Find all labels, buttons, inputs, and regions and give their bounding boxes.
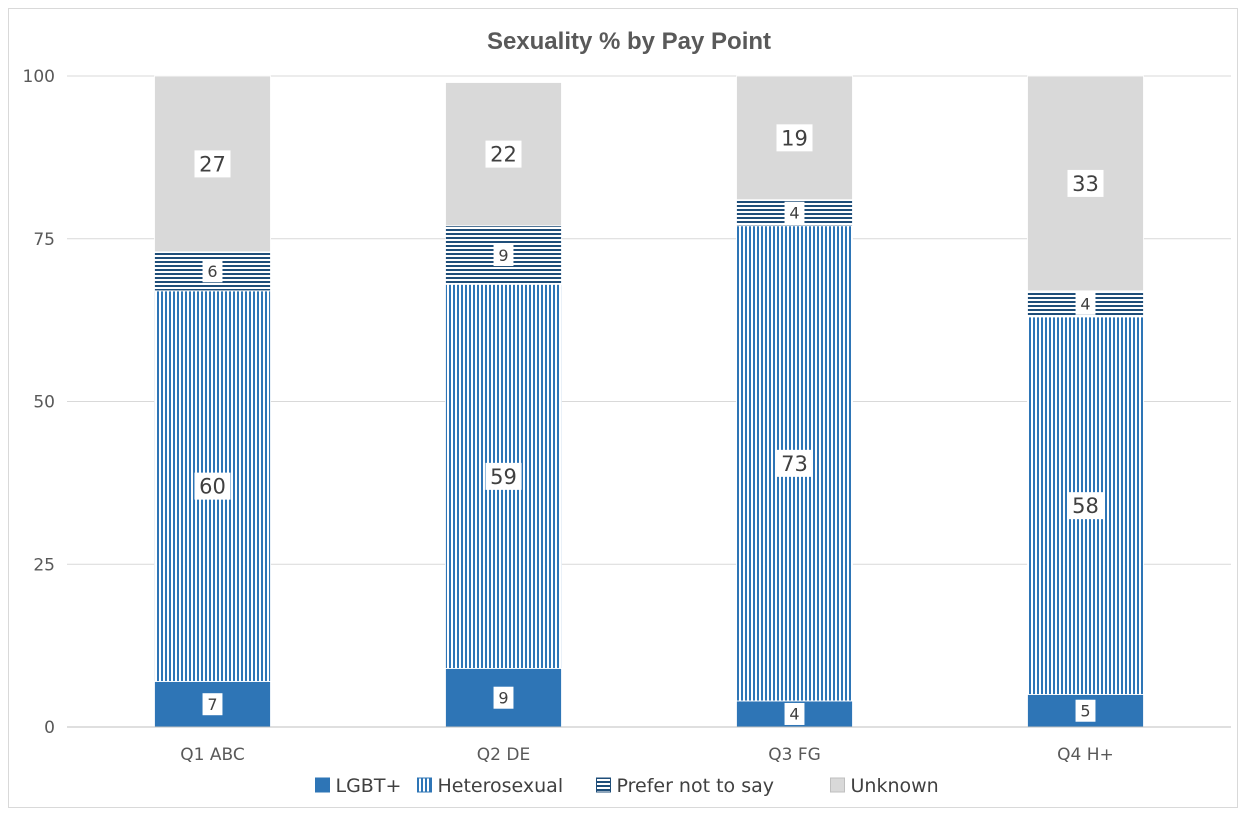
chart-title: Sexuality % by Pay Point: [487, 28, 771, 55]
data-label-prefer-not-to-say-q2-de: 9: [498, 246, 508, 265]
data-label-bg-prefer-not-to-say-q3-fg: [784, 201, 805, 224]
data-label-unknown-q3-fg: 19: [781, 126, 808, 150]
data-label-bg-unknown-q2-de: [485, 140, 522, 168]
data-label-heterosexual-q1-abc: 60: [199, 475, 226, 499]
data-label-lgbt-q1-abc: 7: [207, 695, 217, 714]
labels-layer: 7 60 6 27 9 59 9 22 4 73 4 19 5 58 4 33: [194, 124, 1104, 725]
data-label-heterosexual-q3-fg: 73: [781, 452, 808, 476]
data-label-lgbt-q2-de: 9: [498, 688, 508, 707]
data-label-bg-prefer-not-to-say-q4-h: [1075, 292, 1096, 315]
bars-layer: [154, 75, 1144, 728]
data-label-bg-unknown-q1-abc: [194, 150, 231, 178]
data-label-bg-heterosexual-q2-de: [485, 462, 522, 490]
x-tick-label-q1-abc: Q1 ABC: [180, 745, 244, 765]
data-label-lgbt-q3-fg: 4: [789, 705, 799, 724]
data-label-lgbt-q4-h: 5: [1080, 701, 1090, 720]
legend-label-prefer-not-to-say: Prefer not to say: [617, 775, 775, 797]
data-label-bg-prefer-not-to-say-q1-abc: [202, 260, 223, 283]
data-label-heterosexual-q2-de: 59: [490, 465, 517, 489]
legend-label-heterosexual: Heterosexual: [438, 775, 564, 797]
data-label-bg-heterosexual-q1-abc: [194, 472, 231, 500]
x-tick-label-q2-de: Q2 DE: [477, 745, 530, 765]
legend-swatch-prefer-not-to-say: [596, 777, 611, 793]
data-label-prefer-not-to-say-q3-fg: 4: [789, 203, 799, 222]
data-label-bg-heterosexual-q3-fg: [776, 449, 813, 477]
x-tick-label-q3-fg: Q3 FG: [768, 745, 821, 765]
data-label-bg-unknown-q3-fg: [776, 124, 813, 152]
data-label-unknown-q4-h: 33: [1072, 172, 1099, 196]
data-label-prefer-not-to-say-q1-abc: 6: [207, 262, 217, 281]
legend-label-lgbt: LGBT+: [336, 775, 402, 797]
y-tick-label-100: 100: [23, 67, 55, 87]
chart-svg: Sexuality % by Pay Point 7 60 6 27 9 59 9 22 4 73…: [23, 28, 1231, 797]
data-label-bg-lgbt-q3-fg: [784, 702, 805, 725]
legend-swatch-unknown: [830, 777, 845, 793]
y-tick-label-25: 25: [33, 555, 55, 575]
chart-frame: Sexuality % by Pay Point 7 60 6 27 9 59 9 22 4 73…: [8, 8, 1238, 808]
data-label-heterosexual-q4-h: 58: [1072, 494, 1099, 518]
y-tick-label-50: 50: [33, 393, 55, 413]
data-label-unknown-q2-de: 22: [490, 143, 517, 167]
data-label-unknown-q1-abc: 27: [199, 152, 226, 176]
data-label-bg-prefer-not-to-say-q2-de: [493, 244, 514, 267]
y-tick-label-75: 75: [33, 230, 55, 250]
data-label-bg-heterosexual-q4-h: [1067, 492, 1104, 520]
legend-swatch-heterosexual: [417, 777, 432, 793]
y-tick-label-0: 0: [44, 718, 55, 738]
data-label-bg-lgbt-q2-de: [493, 686, 514, 709]
data-label-bg-unknown-q4-h: [1067, 169, 1104, 197]
x-tick-label-q4-h: Q4 H+: [1057, 745, 1114, 765]
data-label-bg-lgbt-q4-h: [1075, 699, 1096, 722]
legend-label-unknown: Unknown: [851, 775, 939, 797]
legend-swatch-lgbt: [315, 777, 330, 793]
data-label-bg-lgbt-q1-abc: [202, 693, 223, 716]
legend: LGBT+ Heterosexual Prefer not to say Unknow…: [315, 775, 939, 797]
data-label-prefer-not-to-say-q4-h: 4: [1080, 295, 1090, 314]
